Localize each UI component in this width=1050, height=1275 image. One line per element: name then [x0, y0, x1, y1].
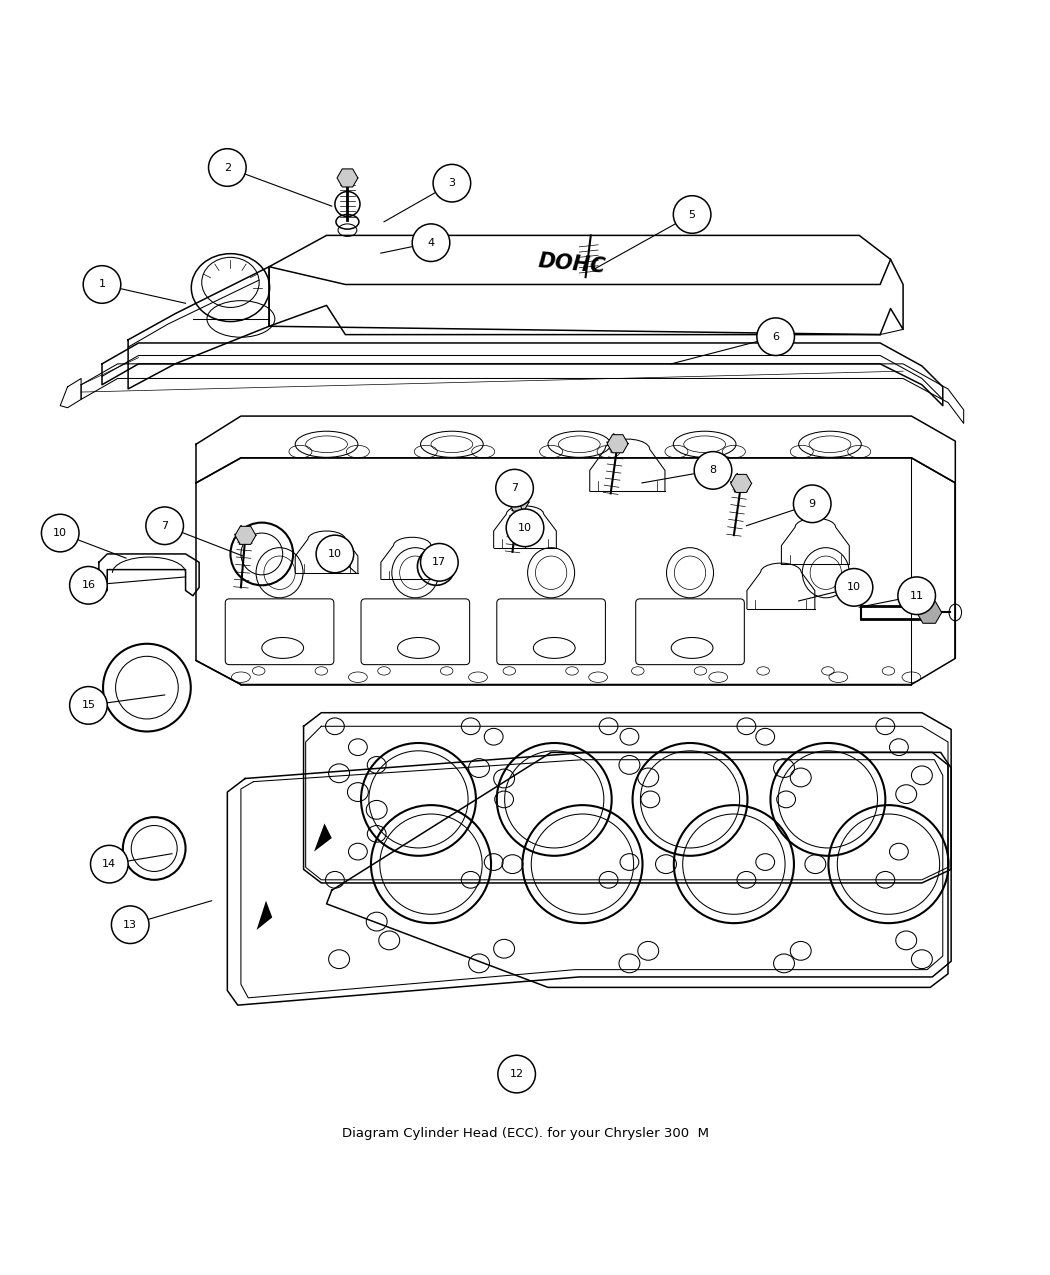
- Text: 15: 15: [82, 700, 96, 710]
- Circle shape: [694, 451, 732, 490]
- Text: 10: 10: [328, 550, 342, 558]
- Text: 8: 8: [710, 465, 716, 476]
- Circle shape: [421, 543, 458, 581]
- Text: 5: 5: [689, 209, 695, 219]
- Circle shape: [41, 514, 79, 552]
- Text: 1: 1: [99, 279, 105, 289]
- Circle shape: [673, 195, 711, 233]
- Text: 17: 17: [433, 557, 446, 567]
- Text: 4: 4: [427, 237, 435, 247]
- Circle shape: [83, 265, 121, 303]
- Circle shape: [111, 907, 149, 944]
- Circle shape: [496, 469, 533, 507]
- Polygon shape: [731, 474, 752, 492]
- Text: Diagram Cylinder Head (ECC). for your Chrysler 300  M: Diagram Cylinder Head (ECC). for your Ch…: [341, 1127, 709, 1140]
- Text: 13: 13: [123, 919, 138, 929]
- Text: 9: 9: [808, 499, 816, 509]
- Polygon shape: [235, 527, 256, 544]
- Circle shape: [209, 149, 246, 186]
- Text: 10: 10: [847, 583, 861, 593]
- Circle shape: [794, 484, 831, 523]
- Text: 16: 16: [82, 580, 96, 590]
- Text: 11: 11: [909, 590, 924, 601]
- Circle shape: [433, 164, 470, 201]
- Circle shape: [69, 566, 107, 604]
- Circle shape: [90, 845, 128, 884]
- Polygon shape: [314, 824, 332, 852]
- Circle shape: [498, 1056, 536, 1093]
- Text: 2: 2: [224, 162, 231, 172]
- Circle shape: [898, 576, 936, 615]
- Text: 14: 14: [102, 859, 117, 870]
- Circle shape: [835, 569, 873, 606]
- Text: 12: 12: [509, 1068, 524, 1079]
- Polygon shape: [256, 900, 272, 929]
- Circle shape: [413, 224, 449, 261]
- Text: 3: 3: [448, 179, 456, 189]
- Text: DOHC: DOHC: [538, 251, 607, 277]
- Circle shape: [506, 509, 544, 547]
- Polygon shape: [607, 435, 628, 453]
- Circle shape: [316, 536, 354, 572]
- Text: 7: 7: [161, 520, 168, 530]
- Polygon shape: [508, 493, 529, 511]
- Circle shape: [146, 507, 184, 544]
- Text: 6: 6: [772, 332, 779, 342]
- Text: 10: 10: [518, 523, 532, 533]
- Circle shape: [69, 687, 107, 724]
- Text: 10: 10: [54, 528, 67, 538]
- Polygon shape: [917, 602, 942, 623]
- Polygon shape: [337, 168, 358, 187]
- Text: 7: 7: [511, 483, 518, 493]
- Circle shape: [757, 317, 795, 356]
